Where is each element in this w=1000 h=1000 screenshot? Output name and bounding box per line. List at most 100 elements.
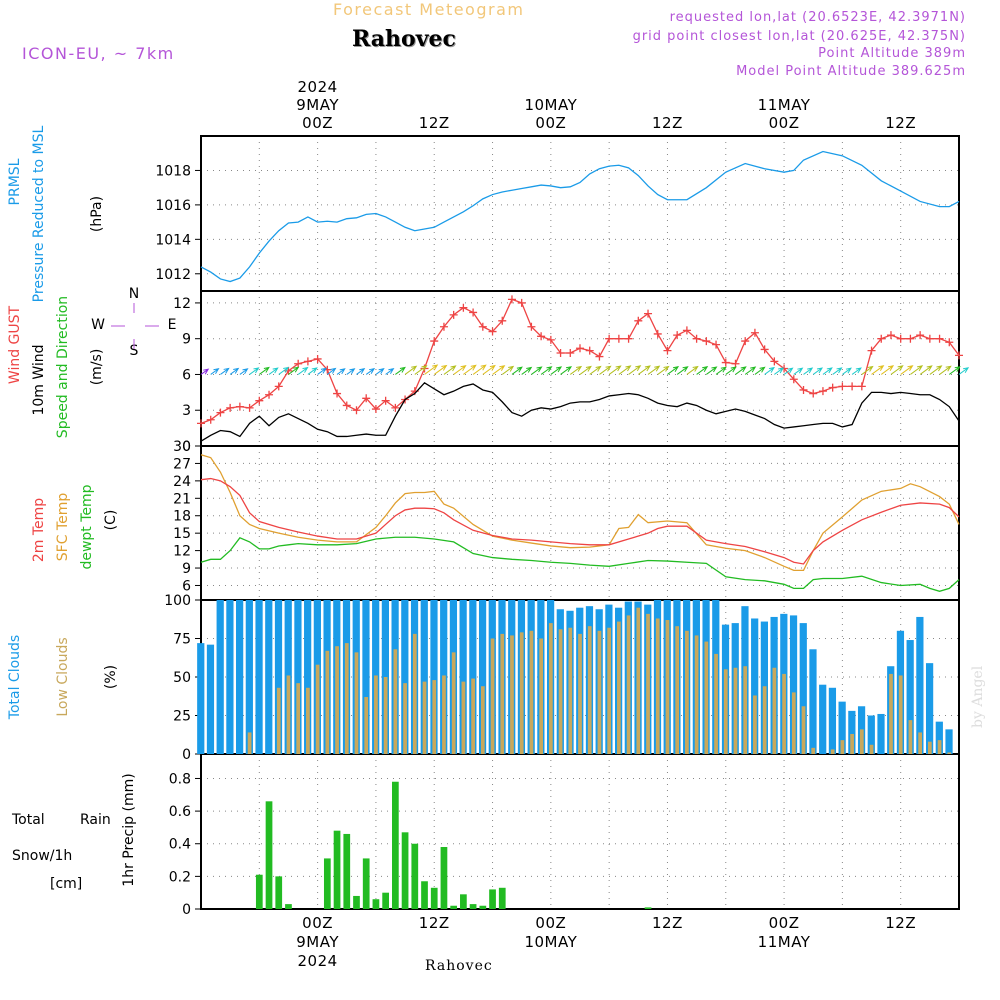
top-time-date: 11MAY: [758, 96, 811, 114]
precip-label-snow: Snow/1h: [12, 848, 72, 864]
low-cloud-bar: [685, 630, 689, 754]
requested-coords: requested lon,lat (20.6523E, 42.3971N): [669, 10, 966, 25]
rain-bar: [489, 889, 496, 909]
precip-ytick-label: 0: [182, 902, 191, 918]
temperature-ytick-label: 6: [182, 578, 191, 594]
wind-gust-point: [760, 345, 769, 354]
low-cloud-bar: [811, 747, 816, 754]
wind-direction-barb: [764, 366, 775, 375]
rain-bar: [323, 858, 331, 909]
wind-gust-point: [877, 334, 886, 343]
low-cloud-bar: [947, 752, 952, 754]
low-cloud-bar: [510, 635, 514, 754]
wind-gust-point: [391, 403, 400, 412]
low-cloud-bar: [451, 652, 456, 754]
wind-ytick-label: 0: [182, 439, 191, 455]
temperature-ytick-label: 27: [173, 456, 191, 472]
wind-direction-barb: [404, 365, 418, 375]
rain-bar: [498, 887, 506, 909]
low-cloud-bar: [306, 687, 310, 754]
wind-gust-point: [303, 357, 312, 366]
pressure-label-desc: Pressure Reduced to MSL: [31, 125, 47, 302]
low-cloud-bar: [607, 627, 612, 754]
total-cloud-bar: [197, 643, 205, 754]
wind-direction-barb: [793, 367, 804, 375]
wind-gust-point: [381, 396, 390, 405]
wind-direction-barb: [638, 365, 651, 375]
temperature-ytick-label: 18: [173, 509, 191, 525]
wind-gust-point: [857, 382, 866, 391]
wind-gust-point: [517, 298, 526, 307]
low-cloud-bar: [539, 638, 543, 754]
wind-label-unit: (m/s): [89, 349, 105, 386]
low-cloud-bar: [578, 633, 582, 754]
wind-gust-point: [352, 406, 361, 415]
wind-direction-barb: [725, 366, 737, 375]
temp-label-unit: (C): [103, 510, 119, 531]
wind-direction-barb: [628, 365, 642, 375]
wind-gust-point: [605, 334, 614, 343]
low-cloud-bar: [898, 675, 903, 754]
rain-bar: [411, 843, 419, 909]
wind-direction-barb: [958, 367, 970, 375]
low-cloud-bar: [461, 681, 466, 754]
low-cloud-bar: [791, 692, 796, 754]
top-time-hour: 12Z: [885, 114, 916, 132]
total-cloud-bar: [789, 615, 798, 754]
wind-gust-point: [653, 329, 662, 338]
wind-speed-line: [200, 381, 960, 442]
station-name: Rahovec: [352, 26, 456, 52]
cloud-label-low: Low Clouds: [55, 637, 71, 716]
wind-gust-point: [702, 337, 711, 346]
total-cloud-bar: [877, 713, 885, 754]
low-cloud-bar: [694, 635, 699, 754]
wind-gust-point: [955, 351, 963, 360]
total-cloud-bar: [809, 649, 817, 754]
wind-gust-line: [200, 298, 960, 424]
low-cloud-bar: [548, 623, 553, 754]
wind-gust-point: [828, 383, 837, 392]
wind-gust-point: [809, 389, 818, 398]
wind-direction-barb: [433, 364, 448, 375]
wind-direction-barb: [706, 366, 718, 375]
precip-panel-frame: [200, 753, 960, 910]
total-cloud-bar: [216, 600, 224, 754]
wind-gust-point: [274, 382, 283, 391]
low-cloud-bar: [675, 626, 680, 754]
low-cloud-bar: [782, 673, 786, 754]
cloud-label-unit: (%): [103, 665, 119, 689]
wind-direction-barb: [832, 367, 843, 375]
wind-direction-barb: [861, 365, 874, 375]
wind-gust-point: [925, 334, 934, 343]
rain-bar: [265, 801, 273, 909]
rain-bar: [392, 781, 399, 909]
model-label: ICON-EU, ~ 7km: [22, 44, 175, 63]
wind-gust-point: [265, 390, 274, 399]
cloud-label-total: Total Clouds: [7, 635, 23, 720]
total-cloud-bar: [401, 600, 409, 754]
clouds-ytick-label: 75: [173, 632, 191, 648]
low-cloud-bar: [889, 673, 893, 754]
top-time-hour: 12Z: [419, 114, 450, 132]
wind-direction-barb: [657, 365, 670, 375]
wind-gust-point: [712, 340, 721, 349]
rain-bar: [353, 895, 360, 909]
precip-label-cm: [cm]: [50, 876, 82, 892]
precip-ytick-label: 0.4: [169, 837, 191, 853]
precip-ytick-label: 0.6: [169, 804, 191, 820]
point-altitude: Point Altitude 389m: [818, 46, 966, 61]
temperature-ytick-label: 21: [173, 491, 191, 507]
pressure-panel-frame: [200, 135, 960, 292]
total-cloud-bar: [848, 710, 856, 754]
bottom-time-hour: 00Z: [302, 914, 333, 932]
clouds-ytick-label: 50: [173, 670, 191, 686]
wind-direction-barb: [667, 365, 680, 375]
total-cloud-bar: [430, 600, 438, 754]
wind-gust-point: [673, 331, 682, 340]
low-cloud-bar: [568, 627, 573, 754]
meteogram-title: Forecast Meteogram: [333, 0, 525, 19]
wind-direction-barb: [851, 367, 862, 375]
wind-gust-point: [789, 375, 798, 384]
wind-direction-barb: [735, 366, 747, 375]
